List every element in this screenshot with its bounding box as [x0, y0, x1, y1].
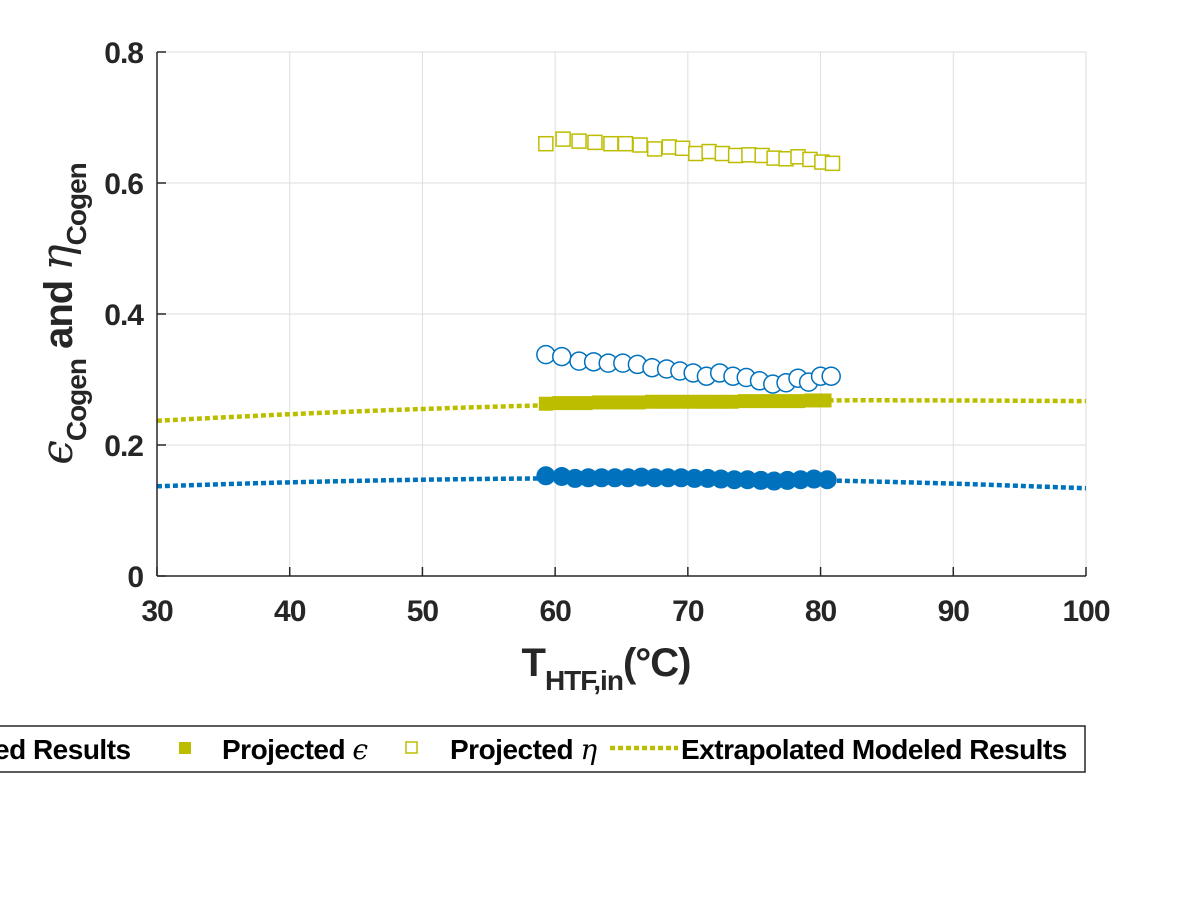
x-tick-label: 70	[672, 595, 704, 628]
point-filled-square	[764, 394, 779, 409]
x-tick-label: 40	[274, 595, 306, 628]
point-open-square	[646, 141, 663, 157]
legend-marker-projected-eta	[405, 741, 418, 754]
y-axis-title-eta: η	[32, 245, 83, 271]
legend-label-projected-eta: Projected η	[450, 733, 597, 766]
point-open-square	[617, 135, 634, 152]
legend-label-projected-epsilon-text: Projected	[222, 734, 352, 765]
point-open-square	[741, 147, 757, 163]
point-filled-square	[777, 394, 792, 409]
x-axis-title: THTF,in(°C)	[522, 641, 691, 696]
point-filled-square	[698, 394, 713, 409]
x-tick-label: 50	[407, 595, 439, 628]
ticks: 30 40 50 60 70 80 90 100 0 0.2 0.4 0.6 0.8	[104, 37, 1111, 628]
y-tick-label: 0.4	[104, 299, 144, 332]
legend-label-projected-epsilon: Projected ϵ	[222, 733, 368, 766]
point-filled-square	[817, 393, 832, 408]
point-open-square	[632, 137, 648, 153]
point-filled-square	[737, 394, 752, 409]
point-filled-square	[631, 395, 646, 410]
point-filled-square	[552, 396, 567, 411]
point-open-square	[727, 147, 744, 164]
point-filled-square	[565, 396, 580, 411]
point-open-circle	[821, 366, 841, 386]
point-filled-square	[645, 394, 660, 409]
point-open-square	[555, 131, 571, 147]
y-tick-label: 0	[127, 561, 143, 594]
point-filled-circle	[817, 470, 837, 490]
point-filled-circle	[536, 466, 556, 486]
y-tick-label: 0.8	[104, 37, 143, 70]
point-filled-square	[684, 394, 699, 409]
point-filled-square	[804, 393, 819, 408]
legend-label-projected-eta-text: Projected	[450, 734, 580, 765]
x-axis-title-sub: HTF,in	[545, 665, 623, 696]
point-open-square	[571, 133, 587, 149]
y-axis-title-sub1: Cogen	[61, 359, 92, 441]
point-filled-square	[618, 395, 633, 410]
point-filled-square	[751, 394, 766, 409]
point-open-square	[714, 145, 731, 162]
x-axis-title-main: T	[522, 641, 546, 685]
x-tick-label: 90	[938, 595, 970, 628]
y-tick-label: 0.2	[104, 430, 143, 463]
x-tick-label: 60	[539, 595, 571, 628]
point-open-square	[603, 135, 619, 152]
point-open-circle	[552, 346, 572, 367]
point-open-square	[674, 140, 691, 157]
point-filled-square	[791, 394, 806, 409]
x-tick-label: 30	[141, 595, 173, 628]
legend-marker-projected-epsilon	[179, 742, 191, 754]
point-filled-square	[711, 394, 726, 409]
legend-label-modeled-results: ed Results	[0, 734, 131, 765]
point-filled-square	[605, 395, 620, 410]
point-open-square	[661, 139, 678, 155]
legend-label-extrapolated: Extrapolated Modeled Results	[681, 734, 1067, 765]
x-tick-label: 80	[805, 595, 837, 628]
y-axis-title-and: and	[37, 271, 81, 359]
y-axis-title-sub2: Cogen	[61, 163, 92, 245]
legend: ed Results Projected ϵ Projected η Extra…	[0, 725, 1086, 773]
y-axis-title-eps: ϵ	[32, 441, 83, 465]
y-tick-label: 0.6	[104, 168, 143, 201]
series-layer	[156, 131, 1087, 491]
point-open-square	[701, 143, 717, 160]
y-axis-title: ϵCogen and ηCogen	[32, 163, 92, 465]
legend-label-projected-epsilon-greek: ϵ	[352, 733, 368, 766]
x-tick-label: 100	[1062, 595, 1109, 628]
point-filled-square	[591, 395, 606, 410]
legend-label-projected-eta-greek: η	[580, 733, 597, 766]
point-filled-square	[658, 394, 673, 409]
point-filled-square	[578, 396, 593, 411]
point-open-square	[688, 145, 704, 162]
point-filled-square	[724, 394, 739, 409]
point-open-square	[824, 155, 841, 172]
point-filled-square	[671, 394, 686, 409]
x-axis-title-unit: (°C)	[623, 641, 691, 685]
point-open-square	[538, 135, 554, 152]
point-filled-square	[538, 396, 553, 411]
point-open-circle	[536, 344, 556, 365]
point-open-square	[587, 134, 603, 151]
